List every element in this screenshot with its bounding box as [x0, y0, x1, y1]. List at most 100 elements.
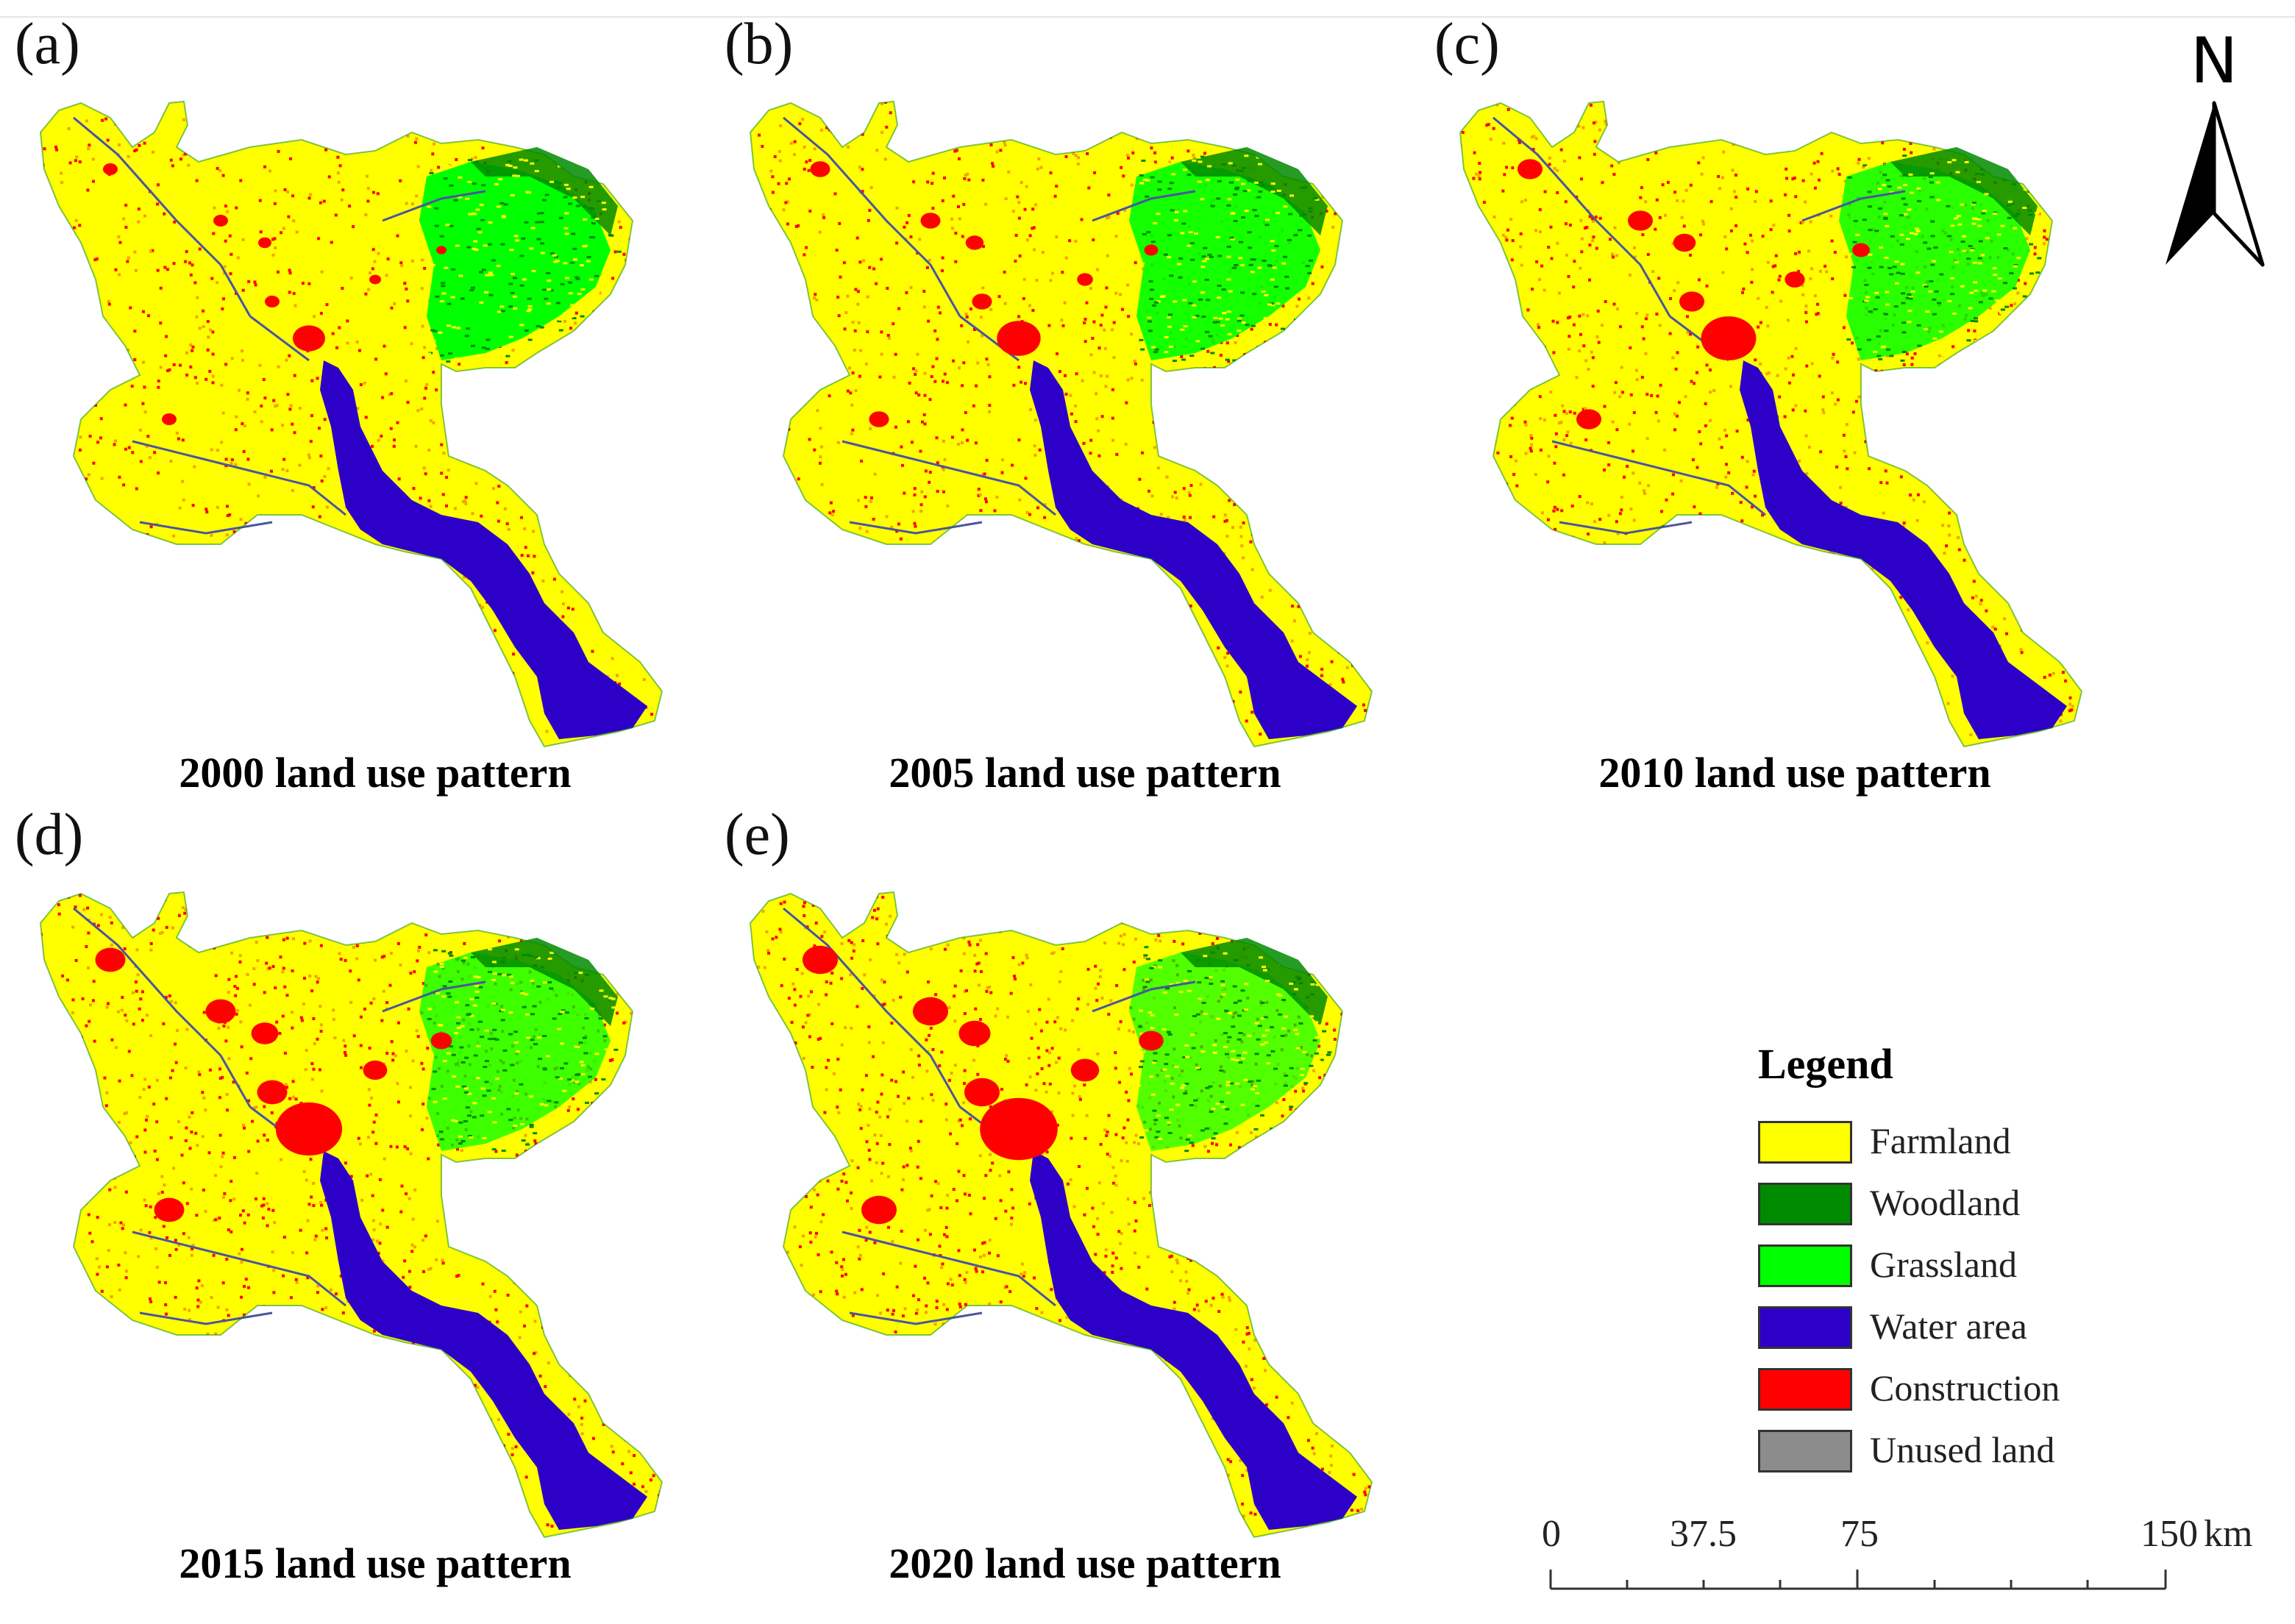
construction-patch — [257, 1080, 288, 1105]
region-outline — [39, 100, 663, 748]
panel-a: (a) 2000 land use pattern — [15, 15, 736, 816]
construction-patch — [810, 161, 830, 177]
construction-patch — [95, 947, 126, 972]
construction-patch — [251, 1022, 279, 1044]
construction-patch — [1628, 210, 1653, 231]
land-use-map-2020 — [749, 891, 1373, 1539]
region-outline — [39, 891, 663, 1539]
north-arrow-right-half — [2212, 101, 2265, 267]
panel-e: (e) 2020 land use pattern — [725, 805, 1445, 1607]
river-line — [1551, 440, 1766, 516]
legend-label: Woodland — [1870, 1182, 2021, 1223]
river-line — [249, 315, 310, 362]
river-line — [132, 440, 346, 516]
construction-patch — [964, 1078, 1000, 1107]
river-line — [132, 1231, 346, 1307]
legend-label: Water area — [1870, 1306, 2027, 1347]
river-line — [849, 1311, 983, 1325]
region-outline — [749, 100, 1373, 748]
water-area-region — [1740, 360, 2067, 739]
construction-patch — [1576, 409, 1601, 430]
construction-patch — [1785, 271, 1805, 288]
panel-d: (d) 2015 land use pattern — [15, 805, 736, 1607]
river-line — [73, 116, 252, 317]
scale-label-0: 0 — [1542, 1513, 1561, 1555]
construction-swatch — [1758, 1368, 1852, 1411]
water-area-region — [1030, 1151, 1357, 1530]
scale-label-75: 75 — [1840, 1513, 1879, 1555]
region-outline — [1459, 100, 2083, 748]
woodland-region — [1890, 147, 2038, 235]
river-line — [73, 907, 252, 1108]
river-line — [139, 521, 273, 535]
scale-bar: 0 37.5 75 150 km — [1523, 1515, 2288, 1603]
panel-caption: 2000 land use pattern — [179, 749, 572, 797]
river-line — [783, 907, 961, 1108]
grassland-swatch — [1758, 1244, 1852, 1287]
construction-patch — [958, 1020, 991, 1047]
construction-patch — [1070, 1058, 1100, 1082]
construction-patch — [1852, 243, 1870, 257]
construction-patch — [275, 1102, 343, 1156]
land-use-map-2015 — [39, 891, 663, 1539]
scale-label-37-5: 37.5 — [1670, 1513, 1737, 1555]
panel-c: (c) 2010 land use pattern — [1434, 15, 2155, 816]
panel-caption: 2015 land use pattern — [179, 1539, 572, 1587]
construction-patch — [1679, 291, 1704, 312]
scale-label-150: 150 — [2141, 1513, 2198, 1555]
construction-patch — [920, 213, 941, 229]
construction-patch — [154, 1197, 185, 1222]
construction-patch — [972, 293, 992, 310]
north-arrow: N — [2166, 29, 2265, 267]
legend-title: Legend — [1758, 1040, 1893, 1088]
legend-item-water-area: Water area — [1758, 1306, 2170, 1353]
panel-caption: 2010 land use pattern — [1598, 749, 1991, 797]
construction-patch — [1144, 244, 1159, 256]
scale-ruler — [1549, 1570, 2167, 1590]
panel-b: (b) 2005 land use pattern — [725, 15, 1445, 816]
top-border — [0, 16, 2295, 18]
land-use-map-2000 — [39, 100, 663, 748]
panel-letter: (b) — [725, 12, 794, 76]
legend-item-grassland: Grassland — [1758, 1244, 2170, 1292]
construction-patch — [162, 413, 177, 425]
woodland-region — [471, 147, 618, 235]
construction-patch — [869, 411, 889, 427]
legend-label: Grassland — [1870, 1244, 2017, 1285]
construction-patch — [258, 237, 271, 249]
river-line — [842, 440, 1056, 516]
legend-label: Farmland — [1870, 1120, 2011, 1161]
north-label: N — [2191, 29, 2238, 98]
farmland-swatch — [1758, 1121, 1852, 1164]
construction-patch — [803, 945, 838, 975]
grassland-region — [419, 162, 611, 360]
woodland-region — [1181, 147, 1328, 235]
river-line — [382, 190, 486, 222]
construction-patch — [997, 321, 1041, 356]
north-arrow-left-half — [2166, 103, 2214, 265]
river-line — [849, 521, 983, 535]
river-line — [842, 1231, 1056, 1307]
panel-letter: (e) — [725, 802, 790, 867]
construction-patch — [213, 215, 228, 227]
construction-patch — [265, 296, 280, 307]
construction-patch — [293, 325, 325, 352]
woodland-swatch — [1758, 1183, 1852, 1225]
legend-item-unused-land: Unused land — [1758, 1430, 2170, 1477]
land-use-map-2005 — [749, 100, 1373, 748]
legend-item-woodland: Woodland — [1758, 1183, 2170, 1230]
construction-patch — [1701, 316, 1757, 360]
construction-patch — [363, 1060, 388, 1080]
construction-patch — [980, 1097, 1058, 1161]
construction-patch — [103, 163, 118, 175]
water-area-region — [320, 1151, 647, 1530]
river-line — [1559, 521, 1693, 535]
panel-letter: (a) — [15, 12, 80, 76]
panel-caption: 2020 land use pattern — [889, 1539, 1281, 1587]
construction-patch — [430, 1032, 452, 1050]
grassland-region — [419, 952, 611, 1151]
water-area-region — [1030, 360, 1357, 739]
construction-patch — [1077, 273, 1093, 286]
legend-label: Unused land — [1870, 1429, 2055, 1470]
river-line — [783, 116, 961, 317]
